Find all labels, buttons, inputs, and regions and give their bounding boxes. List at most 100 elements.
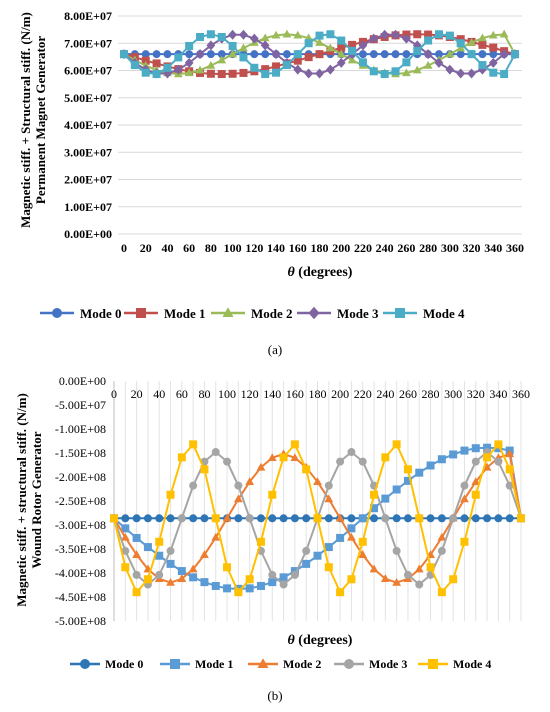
- data-point: [166, 559, 175, 568]
- data-point: [290, 514, 299, 523]
- data-point: [143, 575, 152, 584]
- data-point: [347, 524, 356, 533]
- data-point: [336, 57, 346, 68]
- data-point: [234, 514, 243, 523]
- data-point: [268, 514, 277, 523]
- data-point: [166, 578, 175, 586]
- data-point: [478, 50, 487, 59]
- data-point: [200, 550, 209, 558]
- legend-marker: [308, 306, 320, 320]
- data-point: [478, 40, 487, 49]
- data-point: [302, 514, 311, 523]
- legend: Mode 0 Mode 1 Mode 2 Mode 3 Mode 4: [70, 657, 491, 671]
- data-point: [249, 33, 259, 44]
- y-tick-label: -3.00E+08: [55, 518, 106, 532]
- data-point: [478, 33, 487, 42]
- data-point: [217, 50, 226, 59]
- data-point: [132, 588, 141, 597]
- data-point: [250, 50, 259, 59]
- y-tick-label: 1.00E+07: [64, 200, 112, 214]
- data-point: [456, 68, 466, 79]
- data-point: [196, 32, 205, 41]
- data-point: [315, 50, 324, 59]
- data-point: [188, 564, 198, 573]
- legend-marker: [80, 659, 90, 669]
- data-point: [358, 550, 368, 558]
- data-point: [166, 514, 175, 523]
- data-point: [189, 573, 198, 582]
- data-point: [189, 481, 198, 490]
- x-tick-label: 0: [111, 387, 117, 401]
- data-point: [337, 43, 346, 52]
- x-axis-title: θ (degrees): [288, 633, 353, 648]
- data-point: [313, 551, 322, 560]
- x-tick-label: 60: [176, 387, 188, 401]
- y-tick-label: 2.00E+07: [64, 173, 112, 187]
- data-point: [505, 449, 515, 458]
- data-point: [358, 514, 367, 523]
- data-point: [195, 49, 205, 60]
- data-point: [415, 514, 424, 523]
- x-tick-label: 220: [354, 387, 372, 401]
- legend-label: Mode 4: [423, 306, 465, 321]
- y-tick-label: 7.00E+07: [64, 36, 112, 50]
- data-point: [132, 514, 141, 523]
- x-tick-label: 100: [224, 241, 242, 255]
- caption-b: (b): [267, 688, 283, 703]
- data-point: [293, 50, 302, 59]
- data-point: [143, 514, 152, 523]
- data-point: [267, 453, 277, 461]
- y-tick-label: -5.00E+07: [55, 398, 106, 412]
- data-point: [412, 40, 422, 51]
- data-point: [348, 40, 357, 49]
- data-point: [120, 532, 130, 541]
- data-point: [413, 30, 422, 39]
- data-point: [347, 532, 356, 541]
- data-point: [392, 485, 401, 494]
- data-point: [121, 524, 130, 533]
- data-point: [261, 70, 270, 79]
- caption-a: (a): [267, 342, 283, 357]
- y-tick-label: -1.00E+08: [55, 422, 106, 436]
- data-point: [347, 514, 356, 523]
- y-axis-title-line: Permanent Magnet Generator: [33, 36, 48, 204]
- data-point: [358, 457, 367, 466]
- data-point: [445, 31, 454, 40]
- legend-label: Mode 2: [251, 306, 293, 321]
- data-point: [166, 490, 175, 499]
- chart-panel-b: 0.00E+00 -5.00E+07 -1.00E+08 -1.50E+08 -2.00…: [14, 374, 530, 671]
- x-tick-label: 320: [467, 387, 485, 401]
- x-tick-label: 280: [419, 241, 437, 255]
- x-axis-title-text: (degrees): [295, 265, 353, 280]
- data-point: [293, 56, 302, 65]
- data-point: [313, 514, 322, 523]
- data-point: [200, 465, 209, 474]
- data-point: [279, 453, 288, 462]
- legend-marker: [257, 658, 269, 668]
- data-point: [403, 514, 412, 523]
- legend-label: Mode 2: [283, 657, 321, 671]
- legend-label: Mode 3: [337, 306, 379, 321]
- x-tick-label: 360: [512, 387, 530, 401]
- data-point: [456, 50, 465, 59]
- data-point: [245, 584, 254, 593]
- data-point: [467, 38, 476, 46]
- data-point: [324, 481, 333, 490]
- data-point: [423, 49, 433, 60]
- data-point: [358, 40, 368, 51]
- data-point: [460, 514, 469, 523]
- data-point: [293, 30, 303, 39]
- data-point: [121, 563, 130, 572]
- data-point: [177, 574, 187, 582]
- data-point: [392, 440, 401, 449]
- data-point: [336, 588, 345, 597]
- data-point: [483, 453, 492, 462]
- y-axis-title: Magnetic stiff. + structural stiff. (N/m…: [14, 393, 44, 607]
- data-point: [272, 62, 281, 71]
- y-tick-label: 4.00E+07: [64, 118, 112, 132]
- data-point: [152, 59, 161, 68]
- data-point: [245, 575, 254, 584]
- x-tick-label: 80: [205, 241, 217, 255]
- data-point: [152, 70, 161, 79]
- data-point: [211, 448, 220, 457]
